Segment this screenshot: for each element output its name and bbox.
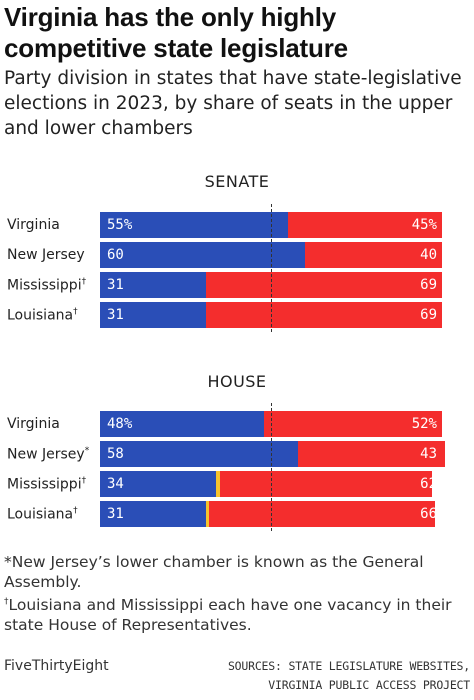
senate-label-text-mississippi: Mississippi — [7, 277, 82, 294]
senate-label-text-new-jersey: New Jersey — [7, 247, 85, 263]
senate-value-rep-mississippi: 69 — [420, 277, 437, 293]
senate-label-text-virginia: Virginia — [7, 217, 60, 233]
senate-bar-dem-virginia — [100, 212, 289, 238]
house-bar-rep-louisiana — [209, 501, 436, 527]
house-bar-dem-new-jersey — [100, 441, 299, 467]
house-value-dem-virginia: 48% — [107, 416, 133, 432]
senate-value-dem-virginia: 55% — [107, 217, 133, 233]
house-label-marker-louisiana: † — [73, 506, 78, 516]
footnote-vacancies-text: Louisiana and Mississippi each have one … — [4, 596, 452, 635]
senate-value-dem-louisiana: 31 — [107, 307, 124, 323]
house-value-dem-louisiana: 31 — [107, 506, 124, 522]
footnote-vacancies: †Louisiana and Mississippi each have one… — [4, 592, 470, 635]
senate-value-rep-virginia: 45% — [411, 217, 437, 233]
house-bar-rep-virginia — [264, 411, 442, 437]
senate-majority-line — [270, 204, 272, 332]
sources-credit: SOURCES: STATE LEGISLATURE WEBSITES, VIR… — [228, 657, 470, 695]
house-label-virginia: Virginia — [7, 416, 60, 432]
senate-bar-dem-mississippi — [100, 272, 207, 298]
house-label-marker-new-jersey: * — [84, 446, 90, 456]
footnote-new-jersey-text: New Jersey’s lower chamber is known as t… — [4, 553, 424, 591]
house-bar-vacancy-louisiana — [206, 501, 210, 527]
house-label-text-new-jersey: New Jersey — [7, 446, 85, 463]
senate-value-rep-louisiana: 69 — [420, 307, 437, 323]
house-label-text-mississippi: Mississippi — [7, 476, 82, 493]
house-bar-dem-mississippi — [100, 471, 217, 497]
senate-value-dem-mississippi: 31 — [107, 277, 124, 293]
house-value-rep-new-jersey: 43 — [420, 446, 437, 462]
footnotes: *New Jersey’s lower chamber is known as … — [4, 552, 470, 635]
house-label-new-jersey: New Jersey* — [7, 446, 89, 463]
brand-logo-text: FiveThirtyEight — [4, 658, 109, 674]
footnote-marker-dagger: † — [4, 597, 9, 607]
senate-bar-rep-mississippi — [206, 272, 442, 298]
senate-bar-dem-louisiana — [100, 302, 207, 328]
senate-label-marker-louisiana: † — [73, 307, 78, 317]
chart-title: Virginia has the only highly competitive… — [4, 2, 348, 63]
house-bar-dem-louisiana — [100, 501, 207, 527]
senate-label-new-jersey: New Jersey — [7, 247, 85, 263]
house-value-rep-virginia: 52% — [411, 416, 437, 432]
house-value-rep-louisiana: 66 — [420, 506, 437, 522]
house-label-marker-mississippi: † — [81, 476, 87, 486]
house-bar-rep-mississippi — [219, 471, 432, 497]
house-bar-dem-virginia — [100, 411, 265, 437]
house-panel-title: HOUSE — [207, 372, 267, 391]
house-value-rep-mississippi: 62 — [420, 476, 437, 492]
senate-label-mississippi: Mississippi† — [7, 277, 86, 294]
footnote-new-jersey: *New Jersey’s lower chamber is known as … — [4, 552, 470, 592]
senate-label-virginia: Virginia — [7, 217, 60, 233]
house-value-dem-new-jersey: 58 — [107, 446, 124, 462]
house-majority-line — [270, 403, 272, 531]
house-label-louisiana: Louisiana† — [7, 506, 78, 523]
house-label-text-virginia: Virginia — [7, 416, 60, 432]
senate-bar-rep-louisiana — [206, 302, 442, 328]
senate-bar-rep-new-jersey — [305, 242, 442, 268]
chart-subtitle: Party division in states that have state… — [4, 68, 462, 139]
sources-line-2: VIRGINIA PUBLIC ACCESS PROJECT — [268, 678, 470, 692]
senate-value-rep-new-jersey: 40 — [420, 247, 437, 263]
house-bar-rep-new-jersey — [298, 441, 446, 467]
senate-label-marker-mississippi: † — [81, 277, 87, 287]
senate-label-louisiana: Louisiana† — [7, 307, 78, 324]
sources-line-1: SOURCES: STATE LEGISLATURE WEBSITES, — [227, 659, 470, 673]
senate-label-text-louisiana: Louisiana — [7, 307, 74, 324]
senate-value-dem-new-jersey: 60 — [107, 247, 124, 263]
house-label-mississippi: Mississippi† — [7, 476, 86, 493]
footnote-marker-asterisk: * — [4, 553, 12, 571]
house-value-dem-mississippi: 34 — [107, 476, 124, 492]
house-bar-vacancy-mississippi — [216, 471, 220, 497]
senate-panel-title: SENATE — [204, 172, 270, 191]
house-label-text-louisiana: Louisiana — [7, 506, 74, 523]
senate-bar-rep-virginia — [288, 212, 442, 238]
senate-bar-dem-new-jersey — [100, 242, 306, 268]
